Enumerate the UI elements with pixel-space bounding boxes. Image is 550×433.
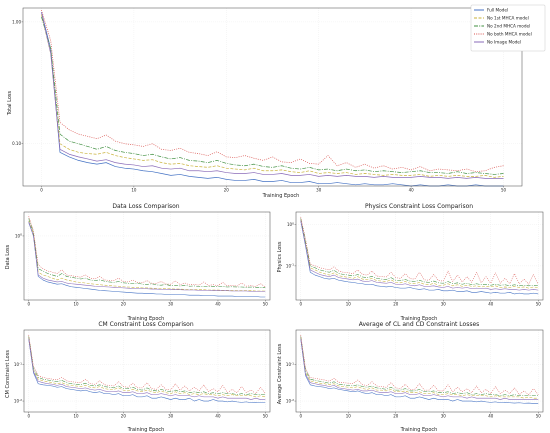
y-tick-label: 0.10 [12,141,21,146]
panel-total-loss: Total Loss Training Epoch 0 10 20 30 40 50 1.0… [7,4,546,199]
legend-label-noimage: No Image Model [487,40,521,45]
legend: Full Model No 1st MHCA model No 2nd MHCA… [470,4,546,52]
x-tick-label: 20 [224,188,230,193]
x-tick-label: 50 [536,302,542,307]
x-tick-label: 30 [441,414,447,419]
series-line-no1st [28,220,266,292]
x-tick-label: 20 [393,302,399,307]
x-tick-label: 40 [488,302,494,307]
x-tick-label: 10 [131,188,137,193]
series-line-no2nd [28,336,266,395]
x-tick-label: 10 [73,414,79,419]
panel-physics-ylabel: Physics Loss [277,241,283,272]
series-line-noboth [300,335,539,395]
series-line-no2nd [300,218,539,287]
series-line-full [28,339,266,403]
x-tick-label: 0 [27,414,30,419]
panel-clcd-xlabel: Training Epoch [400,427,438,433]
y-tick-label: 10-1 [286,361,294,367]
series-line-no1st [300,219,539,289]
x-tick-label: 0 [27,302,30,307]
series-line-no1st [41,14,504,178]
series-line-no2nd [28,218,266,288]
x-tick-label: 30 [168,302,174,307]
x-tick-label: 0 [299,414,302,419]
y-tick-label: 10-1 [14,361,22,367]
y-tick-label: 100 [287,221,294,227]
x-tick-label: 40 [215,302,221,307]
x-tick-label: 10 [346,302,352,307]
axes-frame [295,329,544,413]
series-line-noimage [28,221,266,292]
x-tick-label: 50 [263,302,269,307]
panel-cm-ylabel: CM Constraint Loss [5,350,11,398]
panel-physics-plot: 0 10 20 30 40 50 100 10-1 [286,211,544,307]
y-tick-label: 100 [15,233,22,239]
series-line-noimage [300,338,539,400]
panel-total-plot: 0 10 20 30 40 50 1.00 0.10 [12,7,523,193]
panel-physics-loss: Physics Constraint Loss Comparison Physi… [277,203,544,322]
x-tick-label: 0 [40,188,43,193]
panel-cm-plot: 0 10 20 30 40 50 10-1 10-2 [14,329,271,419]
panel-cm-title: CM Constraint Loss Comparison [98,321,193,328]
x-tick-label: 50 [501,188,507,193]
x-tick-label: 30 [316,188,322,193]
legend-label-noboth: No both MHCA model [487,32,532,37]
y-tick-label: 10-2 [14,398,22,404]
panel-cm-xlabel: Training Epoch [127,427,165,433]
panel-physics-title: Physics Constraint Loss Comparison [365,203,473,210]
panel-clcd-ylabel: Average Constraint Loss [277,343,283,404]
x-tick-label: 40 [488,414,494,419]
series-line-no1st [300,337,539,399]
legend-label-no2nd: No 2nd MHCA model [487,24,530,29]
panel-data-xlabel: Training Epoch [127,316,165,322]
x-tick-label: 10 [346,414,352,419]
panel-data-loss: Data Loss Comparison Data Loss Training … [5,203,271,322]
series-line-noimage [41,12,504,179]
series-line-noboth [300,217,539,285]
axes-frame [23,211,271,301]
series-line-noimage [28,338,266,400]
legend-label-no1st: No 1st MHCA model [487,16,529,21]
legend-label-full: Full Model [487,8,508,13]
y-tick-label: 10-2 [286,398,294,404]
series-line-full [300,339,539,404]
series-line-noimage [300,220,539,291]
x-tick-label: 50 [536,414,542,419]
panel-clcd-loss: Average of CL and CD Constraint Losses A… [277,321,544,433]
panel-cm-loss: CM Constraint Loss Comparison CM Constra… [5,321,271,433]
panel-clcd-plot: 0 10 20 30 40 50 10-1 10-2 [286,329,544,419]
x-tick-label: 30 [168,414,174,419]
axes-frame [295,211,544,301]
axes-frame [22,7,523,187]
x-tick-label: 40 [215,414,221,419]
axes-frame [23,329,271,413]
panel-physics-xlabel: Training Epoch [400,316,438,322]
x-tick-label: 50 [263,414,269,419]
series-line-full [41,12,504,187]
series-line-no1st [28,337,266,398]
x-tick-label: 40 [409,188,415,193]
series-line-full [28,222,266,298]
x-tick-label: 0 [299,302,302,307]
y-tick-label: 10-1 [286,263,294,269]
series-line-no2nd [300,336,539,397]
x-tick-label: 10 [73,302,79,307]
panel-clcd-title: Average of CL and CD Constraint Losses [359,321,480,328]
series-line-noboth [41,9,504,173]
y-tick-label: 1.00 [12,19,21,24]
panel-data-plot: 0 10 20 30 40 50 100 [15,211,271,307]
x-tick-label: 20 [393,414,399,419]
panel-data-title: Data Loss Comparison [112,203,179,210]
panel-total-ylabel: Total Loss [7,90,13,116]
series-line-full [300,221,539,295]
x-tick-label: 20 [121,414,127,419]
legend-box [470,4,546,52]
x-tick-label: 30 [441,302,447,307]
panel-total-xlabel: Training Epoch [262,193,300,199]
panel-data-ylabel: Data Loss [5,244,11,269]
x-tick-label: 20 [121,302,127,307]
